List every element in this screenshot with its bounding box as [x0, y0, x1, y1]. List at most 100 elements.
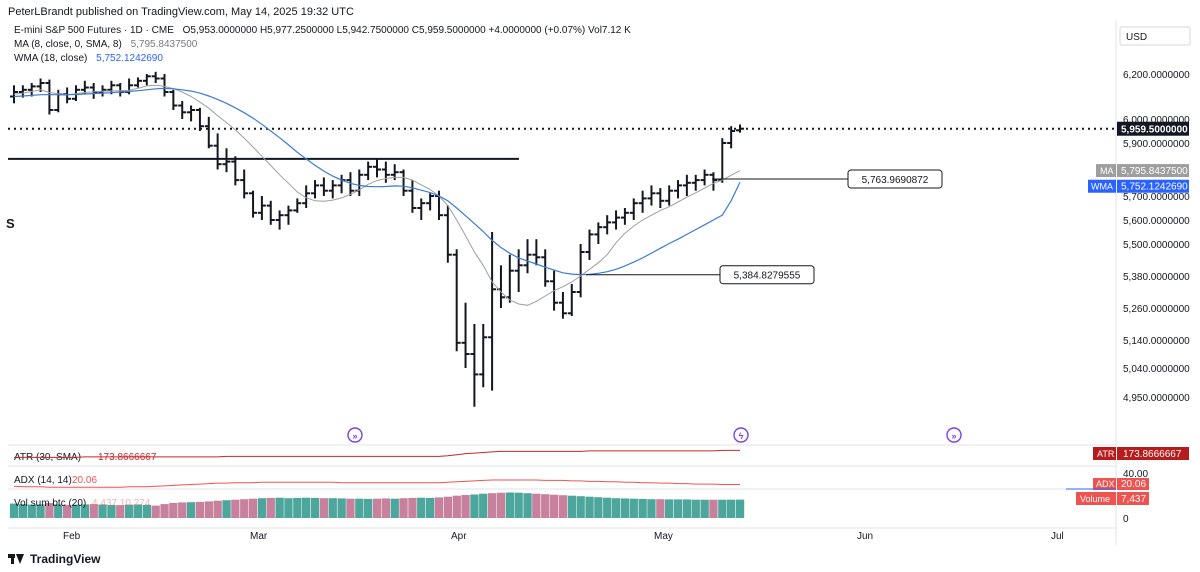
volume-bar: [284, 498, 293, 518]
price-axis-label: 6,200.0000000: [1123, 70, 1190, 81]
wma-tag-value: 5,752.1242690: [1121, 182, 1188, 193]
ohlc-bar: [213, 133, 222, 170]
volume-bar: [319, 498, 329, 518]
ohlc-bar: [293, 198, 302, 213]
volume-bar: [558, 495, 568, 518]
volume-bar: [337, 498, 346, 518]
currency-box[interactable]: [1119, 26, 1191, 46]
ohlc-bar: [178, 101, 187, 119]
ohlc-bar: [576, 244, 585, 298]
volume-bar: [355, 498, 364, 518]
left-edge-glyph: S: [6, 216, 15, 231]
ohlc-bar: [505, 254, 514, 303]
atr-tag-value: 173.8666667: [1123, 449, 1182, 460]
ohlc-bar: [479, 324, 488, 388]
price-axis-label: 5,700.0000000: [1123, 192, 1190, 203]
ohlc-bar: [691, 174, 700, 191]
ohlc-bar: [620, 208, 629, 225]
volume-bar: [461, 495, 470, 518]
volume-bar: [54, 504, 63, 518]
volume-bar: [691, 499, 700, 518]
price-axis-label: 4,950.0000000: [1123, 393, 1190, 404]
ohlc-bar: [452, 249, 461, 352]
price-axis-label: 5,900.0000000: [1123, 139, 1190, 150]
ohlc-bar: [470, 324, 479, 407]
volume-bar: [629, 498, 638, 518]
svg-text:ϟ: ϟ: [739, 431, 744, 441]
volume-bar: [718, 499, 727, 518]
volume-bar: [142, 504, 151, 518]
ohlc-bar: [89, 83, 98, 99]
tradingview-logo-icon: [8, 554, 24, 564]
dividend-event-marker-1[interactable]: »: [347, 427, 363, 443]
adx-tag-value: 20.06: [1121, 479, 1146, 490]
volume-bar: [293, 497, 302, 518]
ohlc-bar: [240, 169, 249, 199]
volume-bar: [116, 505, 125, 518]
price-axis-label: 6,000.0000000: [1123, 115, 1190, 126]
callout-lower-value: 5,384.8279555: [734, 271, 801, 282]
adx-label[interactable]: ADX (14, 14): [14, 475, 72, 486]
ohlc-bar: [284, 205, 293, 225]
volume-bar: [505, 492, 514, 518]
wma-tag-name: WMA: [1091, 182, 1113, 192]
ohlc-bar: [674, 180, 683, 199]
ohlc-bar: [257, 196, 266, 220]
ohlc-bar: [337, 174, 346, 194]
ohlc-bar: [532, 239, 541, 266]
ohlc-bar: [346, 172, 355, 196]
atr-line: [14, 449, 740, 458]
volume-bar: [434, 497, 444, 518]
volume-bar: [364, 498, 373, 518]
svg-text:»: »: [352, 431, 357, 441]
price-axis-labels: 6,200.0000000 6,000.0000000 5,900.0000000 5…: [1123, 70, 1190, 404]
ohlc-bar: [682, 174, 691, 196]
wma-legend[interactable]: WMA (18, close) 5,752.1242690: [14, 53, 163, 64]
volume-label[interactable]: Vol sum btc (20): [14, 498, 86, 509]
ohlc-bar: [311, 180, 320, 199]
volume-bar: [248, 498, 258, 518]
volume-bar: [204, 501, 213, 518]
ma-legend-value: 5,795.8437500: [130, 39, 198, 50]
time-axis-label: May: [654, 531, 673, 542]
ohlc-bar: [195, 107, 204, 131]
price-axis-label: 5,140.0000000: [1123, 336, 1190, 347]
ohlc-bar: [142, 74, 151, 86]
ohlc-bar: [319, 177, 328, 196]
ohlc-bar: [302, 185, 311, 208]
volume-bar: [372, 498, 382, 518]
volume-bar: [302, 497, 311, 518]
dividend-event-marker-2[interactable]: »: [946, 427, 962, 443]
ohlc-bar: [107, 80, 116, 95]
volume-bar: [107, 504, 116, 518]
ohlc-bar: [160, 74, 169, 97]
ma-line: [13, 84, 741, 306]
volume-bar: [452, 495, 461, 518]
volume-bar: [523, 493, 532, 518]
tradingview-brand-text: TradingView: [30, 552, 101, 566]
callout-upper-box[interactable]: [847, 169, 943, 189]
ma-legend[interactable]: MA (8, close, 0, SMA, 8) 5,795.8437500: [14, 39, 197, 50]
volume-bar: [709, 499, 718, 518]
volume-bar: [266, 497, 275, 518]
price-axis-label: 5,380.0000000: [1123, 272, 1190, 283]
ohlc-bar: [585, 229, 594, 260]
volume-bar: [160, 504, 169, 518]
ma-tag-box: [1117, 164, 1189, 178]
adx-tag-name: ADX: [1096, 479, 1115, 489]
wma-line: [13, 87, 741, 276]
ohlc-bar: [709, 172, 718, 191]
earnings-event-marker[interactable]: ϟ: [733, 427, 749, 443]
ohlc-bar: [222, 148, 231, 173]
volume-bar: [576, 496, 585, 518]
tradingview-brand[interactable]: TradingView: [8, 552, 100, 566]
symbol-legend[interactable]: E-mini S&P 500 Futures · 1D · CME O5,953…: [14, 25, 631, 36]
ohlc-bar: [426, 193, 435, 211]
volume-bar: [71, 504, 81, 518]
ohlc-bar: [71, 85, 80, 101]
callout-lower-box[interactable]: [719, 265, 815, 285]
volume-bar: [496, 492, 506, 518]
ohlc-bar: [461, 302, 470, 368]
volume-bar: [195, 501, 205, 518]
